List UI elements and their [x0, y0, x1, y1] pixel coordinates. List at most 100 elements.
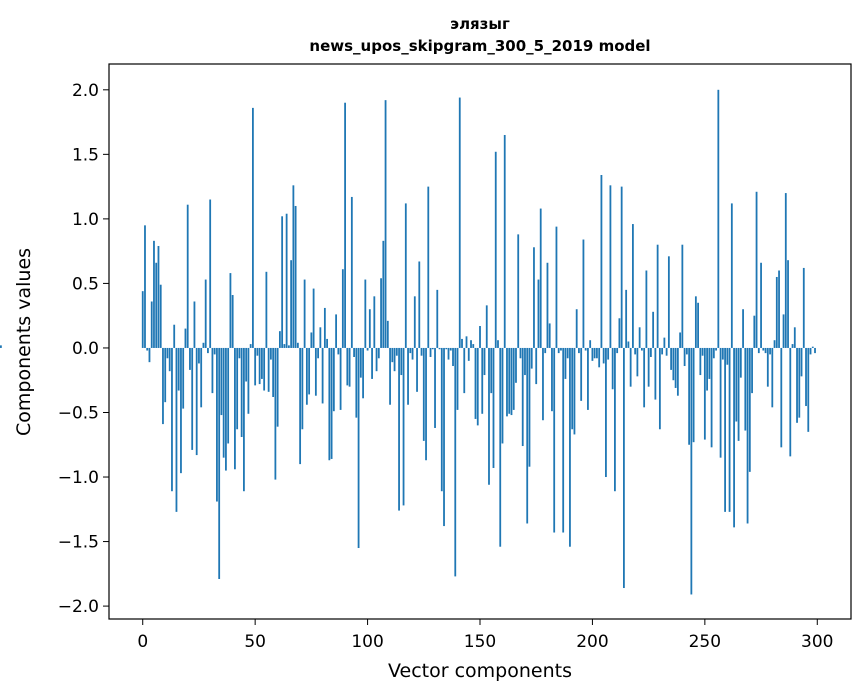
- bar: [490, 347, 493, 394]
- bar: [537, 279, 540, 348]
- plot-frame: [108, 63, 852, 620]
- bar: [234, 347, 236, 470]
- bar: [225, 347, 227, 471]
- bar: [719, 347, 722, 458]
- bar: [416, 347, 418, 392]
- bar: [303, 279, 306, 348]
- bar: [436, 289, 439, 348]
- bar: [679, 332, 682, 348]
- bar: [580, 347, 583, 401]
- bar: [674, 347, 677, 388]
- bar: [501, 347, 504, 444]
- bar: [440, 347, 443, 492]
- bar: [159, 284, 162, 348]
- bar: [449, 347, 452, 351]
- y-tick-label: −1.5: [58, 533, 99, 553]
- bar: [222, 347, 225, 458]
- bar: [535, 347, 538, 385]
- bar: [685, 347, 688, 355]
- bar: [229, 273, 232, 348]
- bar: [422, 347, 425, 441]
- bar: [366, 347, 369, 351]
- y-tick-label: 2.0: [72, 81, 99, 101]
- bar: [598, 347, 601, 368]
- bar: [236, 347, 239, 430]
- bar: [364, 279, 367, 348]
- bar: [751, 347, 753, 394]
- bar: [638, 327, 641, 348]
- bar: [148, 347, 151, 363]
- bar: [472, 344, 475, 348]
- bar: [652, 311, 655, 348]
- bar: [287, 345, 290, 348]
- bar: [247, 347, 250, 414]
- bar: [258, 347, 261, 385]
- bar: [773, 340, 776, 348]
- bar: [546, 262, 549, 348]
- bar: [391, 347, 394, 363]
- bar: [485, 305, 488, 348]
- bar: [377, 347, 380, 359]
- bar: [515, 347, 517, 383]
- bar: [757, 347, 760, 354]
- bar: [474, 347, 477, 419]
- bar: [784, 193, 787, 348]
- bar: [766, 347, 769, 387]
- bar: [463, 347, 466, 394]
- bar: [173, 324, 176, 348]
- bar: [802, 267, 805, 348]
- bar: [384, 100, 387, 348]
- bar: [332, 347, 335, 412]
- bar: [299, 347, 302, 465]
- bar: [461, 338, 463, 348]
- bar: [593, 347, 596, 359]
- bar: [483, 347, 486, 376]
- bar: [479, 326, 481, 348]
- bar: [587, 347, 589, 410]
- bar: [789, 347, 792, 457]
- bar: [359, 347, 362, 378]
- bar: [245, 347, 248, 382]
- bar: [431, 347, 434, 350]
- chart-title-word: элязыг: [450, 15, 510, 33]
- bar: [780, 347, 783, 448]
- bar: [562, 347, 565, 533]
- bar: [144, 225, 146, 348]
- bar: [429, 347, 432, 357]
- bar: [755, 191, 758, 348]
- bar: [407, 347, 409, 405]
- bar: [330, 347, 333, 459]
- bar: [249, 344, 252, 348]
- bar: [337, 347, 340, 355]
- bar: [395, 347, 398, 356]
- bar: [292, 185, 295, 348]
- y-axis-label: Components values: [13, 248, 35, 436]
- bar: [274, 347, 277, 480]
- bar: [413, 296, 416, 348]
- bar: [445, 347, 448, 350]
- bar: [402, 347, 405, 506]
- bar: [393, 347, 396, 372]
- bar: [218, 347, 221, 579]
- bar: [465, 336, 468, 348]
- bar: [427, 186, 430, 348]
- bar: [739, 347, 742, 378]
- bar: [800, 347, 803, 377]
- y-tick-label: 0.0: [72, 339, 99, 359]
- bar: [447, 347, 450, 360]
- bar: [548, 323, 551, 348]
- bar: [573, 347, 576, 435]
- bar: [272, 347, 275, 397]
- bar: [796, 347, 798, 423]
- y-tick-label: 1.0: [72, 210, 99, 230]
- bar: [609, 185, 612, 348]
- bar: [346, 347, 349, 386]
- bar: [661, 347, 664, 355]
- bar: [798, 347, 801, 418]
- bar: [600, 175, 603, 348]
- bar: [285, 213, 288, 348]
- bar: [456, 347, 459, 410]
- bar: [164, 347, 167, 403]
- bar: [494, 151, 497, 348]
